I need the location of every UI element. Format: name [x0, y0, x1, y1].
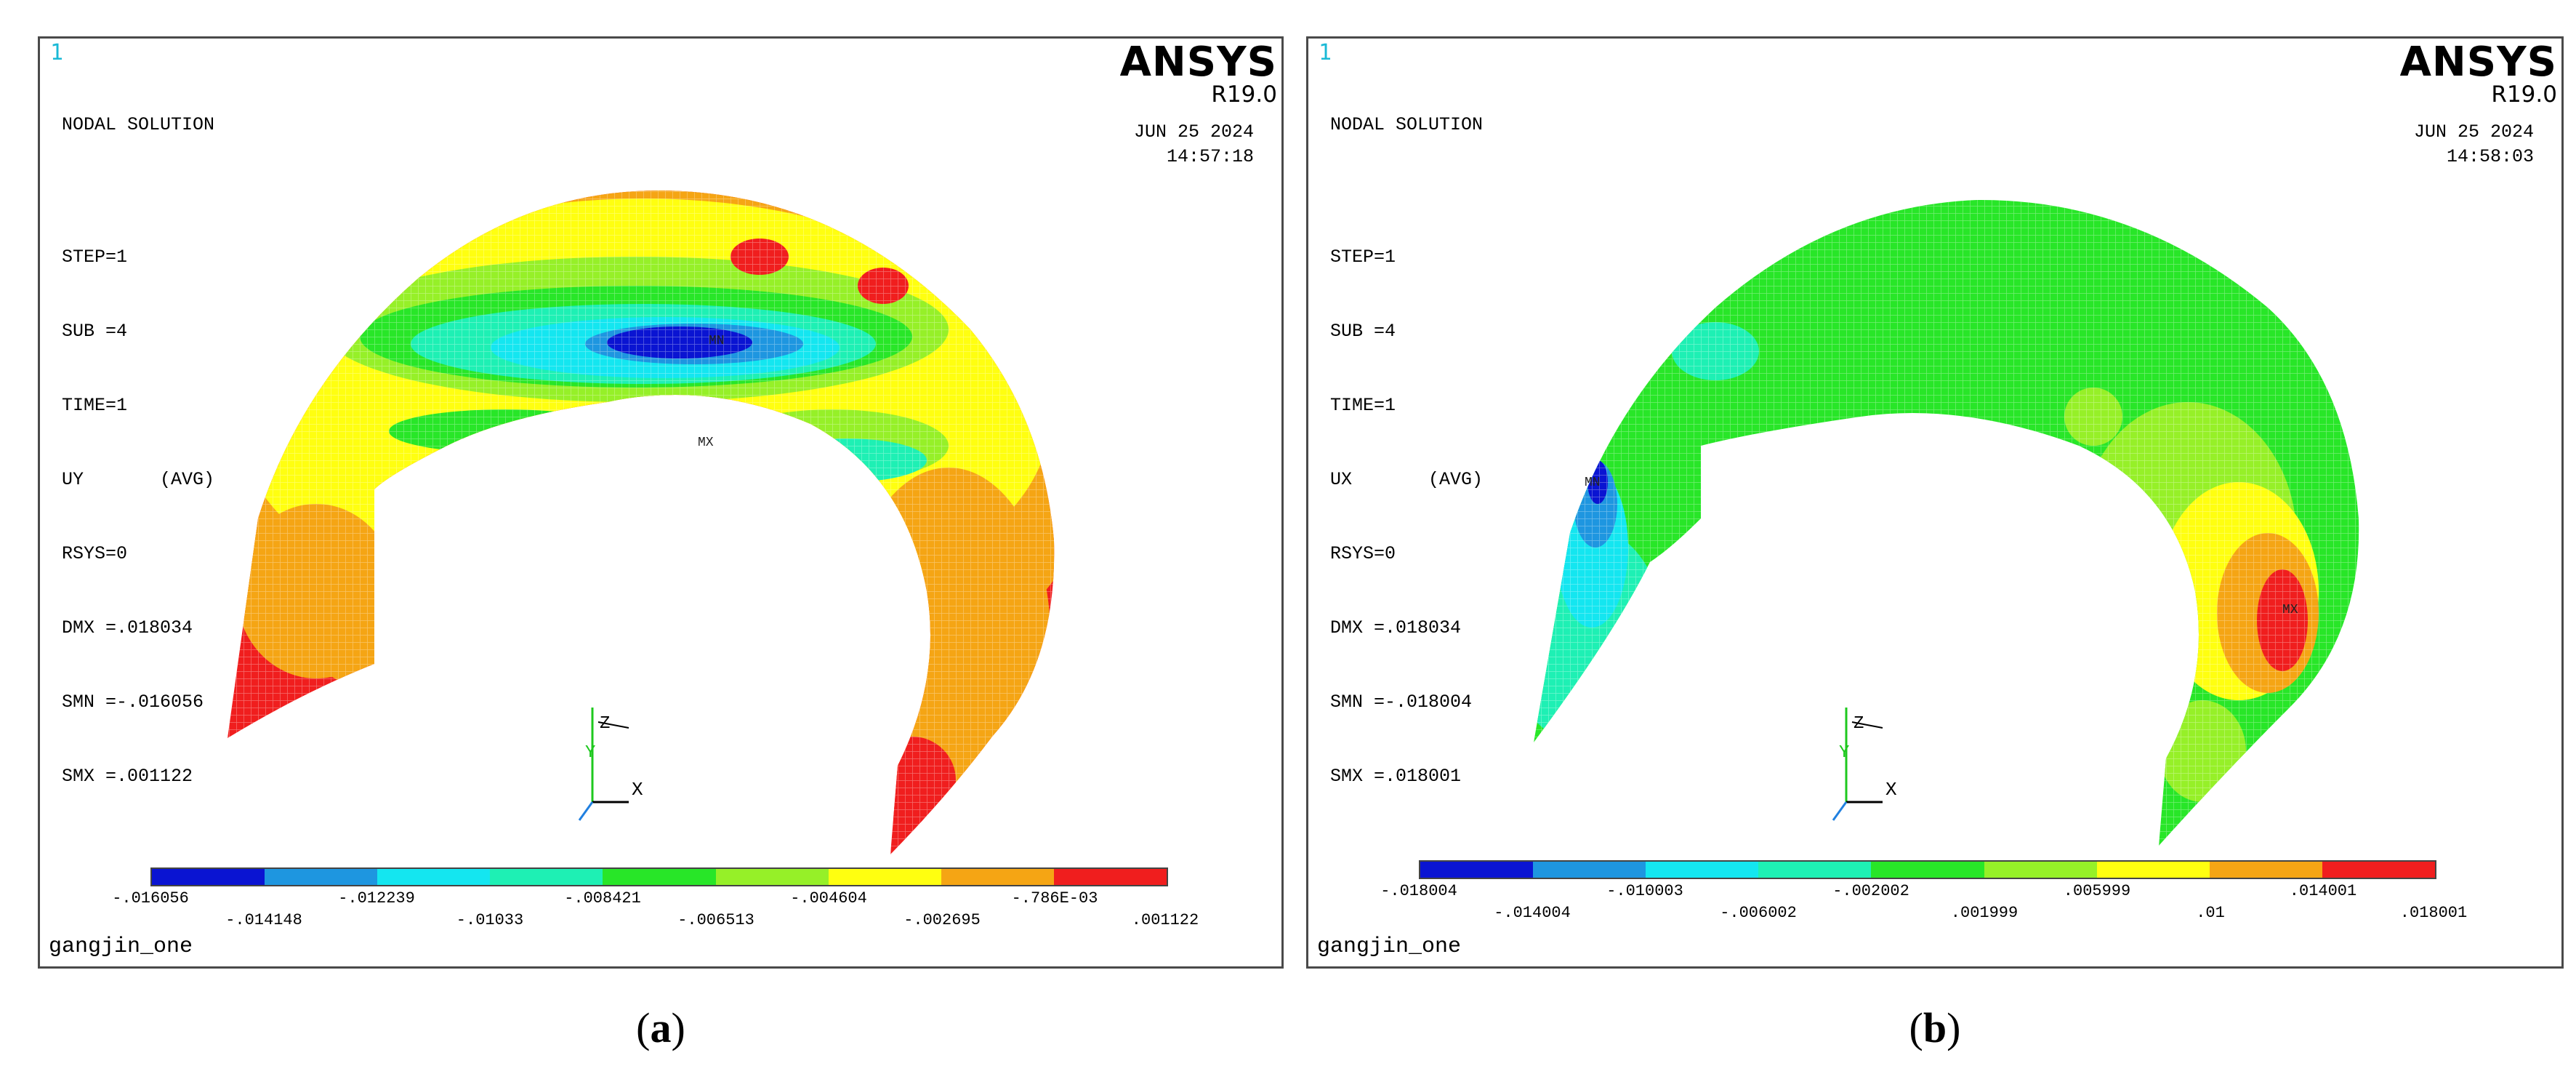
axis-triad-a: Z Y X — [578, 708, 643, 821]
legend-swatch — [1533, 862, 1646, 878]
triad-z-label: Z — [600, 714, 610, 734]
legend-swatch — [1420, 862, 1534, 878]
legend-swatch — [1646, 862, 1759, 878]
info-line: SUB =4 — [1330, 321, 1396, 342]
legend-tick: -.018004 — [1380, 882, 1457, 900]
info-line: RSYS=0 — [62, 543, 128, 564]
ansys-logo: ANSYS R19.0 — [2399, 39, 2557, 108]
info-line: STEP=1 — [1330, 247, 1396, 268]
shell-surface-b — [1534, 199, 2359, 846]
legend-tick: -.010003 — [1606, 882, 1683, 900]
mn-marker: MN — [1585, 476, 1601, 490]
legend-swatch — [1984, 862, 2097, 878]
legend-swatch — [2209, 862, 2322, 878]
ansys-logo: ANSYS R19.0 — [1119, 39, 1277, 108]
caption-a: (a) — [636, 1004, 685, 1051]
model-name: gangjin_one — [1317, 934, 1462, 959]
legend-tick: .001999 — [1950, 904, 2018, 922]
info-line: RSYS=0 — [1330, 543, 1396, 564]
triad-y-label: Y — [1839, 743, 1849, 763]
legend-swatch — [941, 869, 1054, 885]
timestamp: JUN 25 2024 14:57:18 — [1133, 121, 1254, 167]
triad-x-label: X — [1885, 779, 1897, 801]
info-line: SMX =.001122 — [62, 766, 193, 787]
triad-x-label: X — [632, 779, 643, 801]
legend-tick: -.786E-03 — [1011, 889, 1098, 907]
triad-z-label: Z — [1853, 714, 1864, 734]
triad-y-label: Y — [585, 743, 595, 763]
info-line: STEP=1 — [62, 247, 128, 268]
info-line: DMX =.018034 — [62, 617, 193, 638]
legend-tick: -.002695 — [903, 911, 981, 929]
legend-tick: -.004604 — [790, 889, 867, 907]
legend-tick: -.006002 — [1720, 904, 1797, 922]
info-line: TIME=1 — [62, 395, 128, 416]
contour-panel-b: 1 NODAL SOLUTION STEP=1 SUB =4 TIME=1 UX… — [1306, 36, 2564, 969]
window-number: 1 — [50, 40, 64, 65]
deformed-mesh-plot-a: MX MN Z Y X — [228, 191, 1055, 855]
shell-surface-a — [228, 191, 1055, 855]
legend-swatch — [2096, 862, 2210, 878]
legend-tick: -.012239 — [338, 889, 415, 907]
info-line: NODAL SOLUTION — [1330, 114, 1484, 135]
timestamp: JUN 25 2024 14:58:03 — [2413, 121, 2534, 167]
info-line: UX (AVG) — [1330, 469, 1484, 490]
legend-tick: -.014148 — [225, 911, 302, 929]
info-line: SMX =.018001 — [1330, 766, 1462, 787]
legend-swatch — [2322, 862, 2435, 878]
model-name: gangjin_one — [49, 934, 193, 959]
info-line: SMN =-.016056 — [62, 692, 204, 713]
axis-triad-b: Z Y X — [1832, 708, 1897, 821]
legend-tick: -.008421 — [564, 889, 641, 907]
color-legend-bar-a — [150, 867, 1168, 886]
mn-marker: MN — [709, 334, 725, 348]
legend-swatch — [490, 869, 603, 885]
legend-swatch — [715, 869, 829, 885]
info-line: NODAL SOLUTION — [62, 114, 215, 135]
info-line: UY (AVG) — [62, 469, 215, 490]
legend-tick: .001122 — [1131, 911, 1199, 929]
window-number: 1 — [1319, 40, 1332, 65]
legend-tick: .014001 — [2289, 882, 2357, 900]
legend-tick: -.002002 — [1832, 882, 1909, 900]
legend-tick: -.014004 — [1494, 904, 1571, 922]
legend-swatch — [152, 869, 265, 885]
color-legend-bar-b — [1419, 860, 2436, 879]
contour-panel-a: 1 NODAL SOLUTION STEP=1 SUB =4 TIME=1 UY… — [38, 36, 1284, 969]
legend-tick: .005999 — [2063, 882, 2131, 900]
info-line: SMN =-.018004 — [1330, 692, 1473, 713]
legend-swatch — [265, 869, 378, 885]
result-info: NODAL SOLUTION STEP=1 SUB =4 TIME=1 UY (… — [62, 63, 214, 838]
deformed-mesh-plot-b: MX MN Z Y X — [1534, 199, 2359, 846]
legend-tick: -.01033 — [456, 911, 524, 929]
caption-b: (b) — [1909, 1004, 1961, 1051]
info-line: TIME=1 — [1330, 395, 1396, 416]
legend-swatch — [1871, 862, 1984, 878]
info-line: DMX =.018034 — [1330, 617, 1462, 638]
legend-tick: -.006513 — [677, 911, 754, 929]
result-info: NODAL SOLUTION STEP=1 SUB =4 TIME=1 UX (… — [1330, 63, 1483, 838]
legend-swatch — [1758, 862, 1872, 878]
legend-tick: .018001 — [2399, 904, 2468, 922]
legend-swatch — [828, 869, 941, 885]
legend-swatch — [603, 869, 716, 885]
legend-tick: -.016056 — [112, 889, 189, 907]
mx-marker: MX — [698, 436, 714, 450]
mx-marker: MX — [2282, 603, 2298, 617]
legend-swatch — [1053, 869, 1167, 885]
legend-tick: .01 — [2196, 904, 2225, 922]
legend-swatch — [377, 869, 491, 885]
info-line: SUB =4 — [62, 321, 128, 342]
